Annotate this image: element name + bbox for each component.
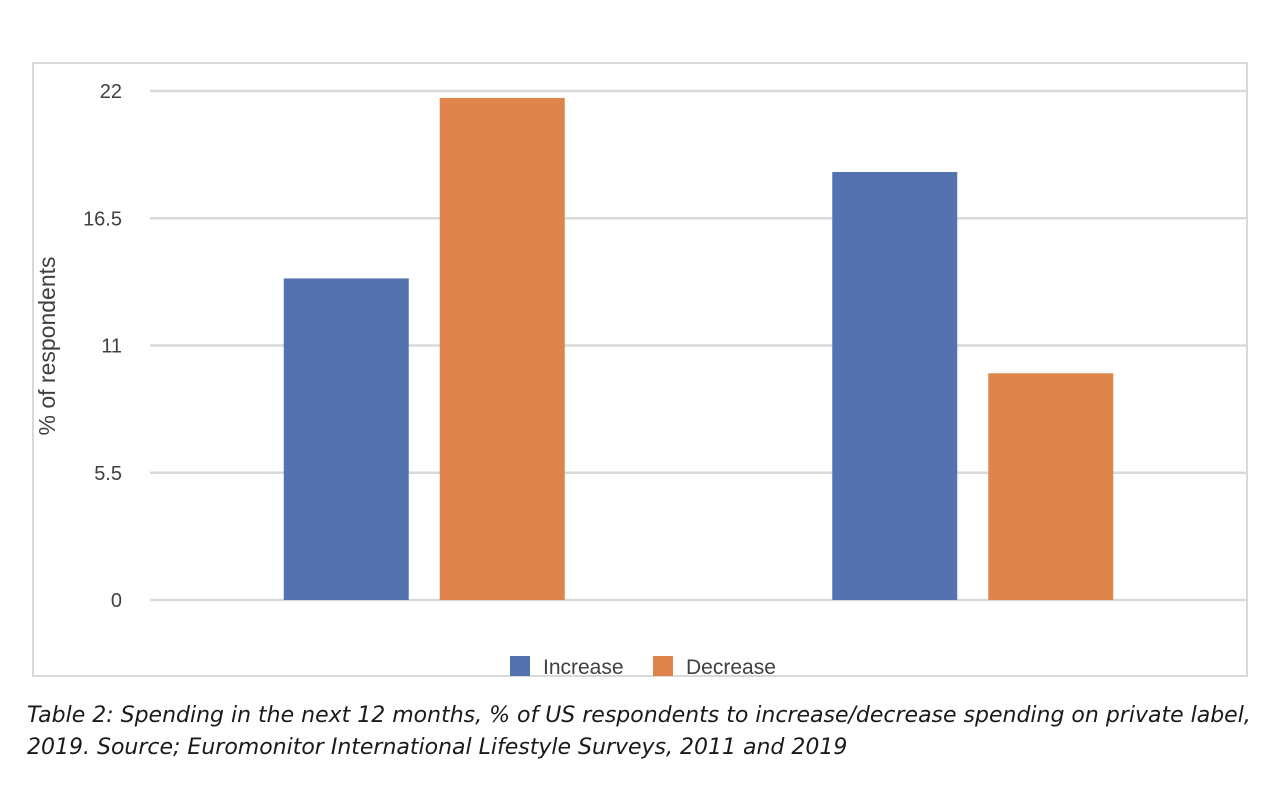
legend-label-increase: Increase — [543, 656, 624, 679]
y-tick-label: 16.5 — [83, 208, 122, 230]
y-tick-labels: 0 5.5 11 16.5 22 — [83, 81, 122, 612]
y-tick-label: 22 — [100, 81, 122, 103]
bar-decrease-1 — [439, 97, 565, 600]
y-tick-label: 11 — [101, 336, 122, 358]
y-tick-label: 0 — [111, 590, 122, 612]
figure-caption: Table 2: Spending in the next 12 months,… — [27, 703, 1251, 760]
legend-swatch-decrease — [653, 656, 673, 676]
legend-label-decrease: Decrease — [686, 656, 776, 679]
bar-decrease-2 — [988, 373, 1114, 600]
y-axis-title: % of respondents — [34, 256, 60, 435]
bar-increase-2 — [832, 171, 958, 600]
bars — [283, 97, 1114, 600]
legend: Increase Decrease — [510, 656, 776, 679]
bar-chart: 0 5.5 11 16.5 22 % of respondents Increase De… — [34, 81, 1247, 679]
legend-swatch-increase — [510, 656, 530, 676]
y-tick-label: 5.5 — [94, 463, 122, 485]
bar-increase-1 — [283, 278, 409, 600]
